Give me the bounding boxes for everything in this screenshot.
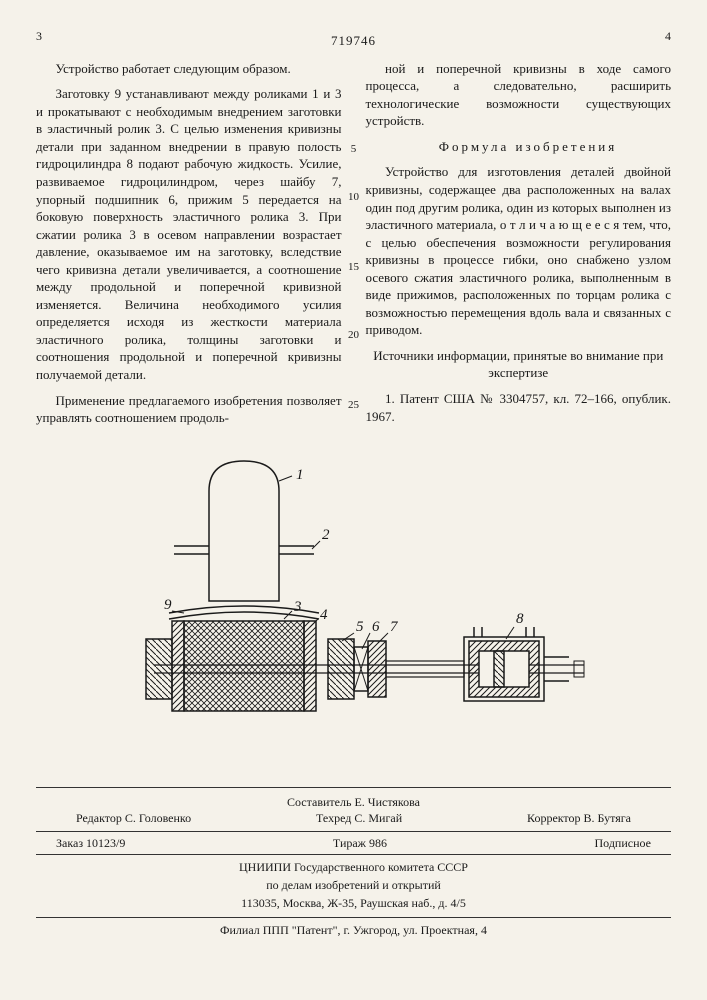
- editor: Редактор С. Головенко: [76, 810, 191, 826]
- right-column: ной и поперечной кривизны в ходе самого …: [366, 60, 672, 435]
- figure-label-1: 1: [296, 467, 304, 483]
- figure-label-4: 4: [320, 607, 328, 623]
- subscription: Подписное: [595, 835, 652, 851]
- line-number: 15: [348, 260, 359, 275]
- figure-label-7: 7: [390, 619, 399, 635]
- page-num-left: 3: [36, 28, 42, 44]
- claim-text: Устройство для изготовления деталей двой…: [366, 163, 672, 338]
- page-num-right: 4: [665, 28, 671, 44]
- figure-label-2: 2: [322, 527, 330, 543]
- figure-label-5: 5: [356, 619, 364, 635]
- paragraph: Заготовку 9 устанавливают между роликами…: [36, 85, 342, 383]
- source-item: 1. Патент США № 3304757, кл. 72–166, опу…: [366, 390, 672, 425]
- figure-label-8: 8: [516, 611, 524, 627]
- print-run: Тираж 986: [333, 835, 387, 851]
- line-number: 10: [348, 190, 359, 205]
- paragraph: Применение предлагаемого изобретения поз…: [36, 392, 342, 427]
- body-columns: 5 10 15 20 25 Устройство работает следую…: [36, 60, 671, 435]
- line-number: 5: [351, 142, 357, 157]
- order-number: Заказ 10123/9: [56, 835, 125, 851]
- address: 113035, Москва, Ж-35, Раушская наб., д. …: [36, 895, 671, 911]
- organization-line1: ЦНИИПИ Государственного комитета СССР: [36, 859, 671, 875]
- tech-ed: Техред С. Мигай: [316, 810, 402, 826]
- paragraph: Устройство работает следующим образом.: [36, 60, 342, 78]
- corrector: Корректор В. Бутяга: [527, 810, 631, 826]
- claims-heading: Формула изобретения: [366, 138, 672, 156]
- figure-label-9: 9: [164, 597, 172, 613]
- left-column: Устройство работает следующим образом. З…: [36, 60, 342, 435]
- sources-heading: Источники информации, принятые во вниман…: [366, 347, 672, 382]
- figure-label-6: 6: [372, 619, 380, 635]
- line-number: 25: [348, 398, 359, 413]
- technical-drawing: 1 2 9 3 4 5 6 7 8: [36, 451, 671, 776]
- organization-line2: по делам изобретений и открытий: [36, 877, 671, 893]
- imprint-footer: Составитель Е. Чистякова Редактор С. Гол…: [36, 787, 671, 938]
- compiler: Составитель Е. Чистякова: [36, 794, 671, 810]
- document-number: 719746: [36, 32, 671, 50]
- branch-office: Филиал ППП "Патент", г. Ужгород, ул. Про…: [36, 917, 671, 938]
- figure-label-3: 3: [293, 599, 302, 615]
- paragraph: ной и поперечной кривизны в ходе самого …: [366, 60, 672, 130]
- line-number: 20: [348, 328, 359, 343]
